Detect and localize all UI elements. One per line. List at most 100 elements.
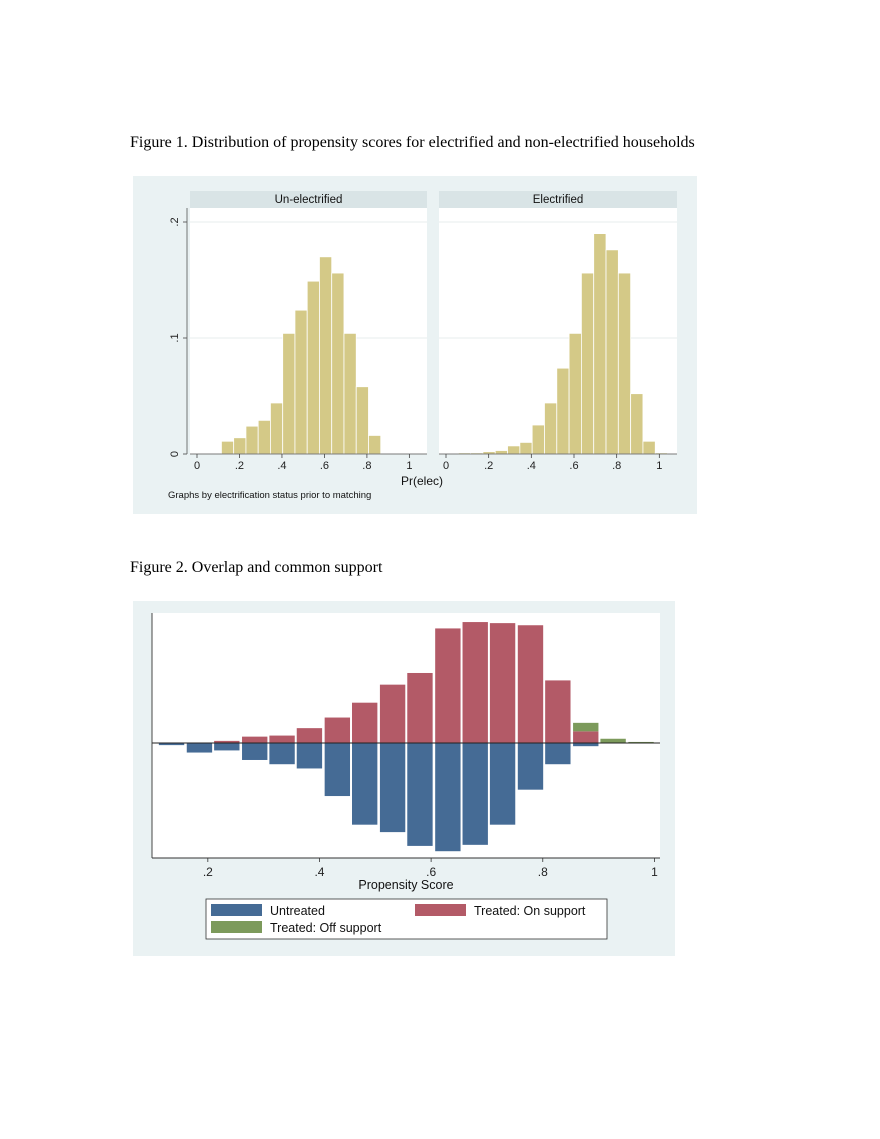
- x-tick-label: .4: [527, 460, 536, 472]
- figure-1-histograms: 0.1.2 Un-electrified 0.2.4.6.8 1 Electrified…: [133, 176, 697, 514]
- x-tick-label: .8: [362, 460, 371, 472]
- bar-untreated: [379, 743, 406, 833]
- x-tick-label: .6: [320, 460, 329, 472]
- y-tick-label: .2: [169, 217, 181, 226]
- histogram-bar: [319, 256, 333, 455]
- x-tick-label: 1: [406, 460, 412, 472]
- bar-treated-on-support: [269, 735, 295, 743]
- bar-treated-on-support: [573, 731, 599, 743]
- histogram-bar: [233, 437, 247, 455]
- bar-treated-off-support: [628, 741, 654, 743]
- bar-untreated: [158, 743, 185, 746]
- legend-box: [205, 898, 608, 940]
- bar-untreated: [214, 743, 240, 751]
- histogram-bar: [294, 309, 308, 455]
- figure-2-caption: Figure 2. Overlap and common support: [130, 559, 383, 576]
- x-axis-label: Pr(elec): [401, 474, 443, 488]
- bar-untreated: [407, 743, 433, 846]
- x-tick-label: .2: [484, 460, 493, 472]
- panel-strip: [190, 191, 427, 208]
- figure-2-overlap: .2 .4 .6 .8 1 Propensity Score Untreated Treate…: [133, 601, 675, 956]
- histogram-bar: [331, 272, 345, 455]
- bar-untreated: [489, 743, 516, 825]
- bar-treated-on-support: [435, 628, 461, 743]
- bar-untreated: [186, 743, 213, 753]
- panel-title: Electrified: [533, 194, 584, 206]
- bar-treated-on-support: [324, 717, 351, 743]
- x-tick-label: .6: [426, 865, 436, 879]
- legend-swatch: [211, 904, 262, 916]
- histogram-bar: [617, 272, 632, 455]
- figure-1-caption: Figure 1. Distribution of propensity sco…: [130, 134, 695, 151]
- histogram-bar: [593, 233, 607, 455]
- histogram-bar: [642, 440, 656, 455]
- bar-untreated: [324, 743, 351, 797]
- x-tick-label: 1: [651, 865, 658, 879]
- bar-treated-on-support: [489, 623, 516, 743]
- histogram-bar: [581, 272, 595, 455]
- bar-treated-off-support: [573, 722, 599, 732]
- histogram-bar: [519, 441, 533, 455]
- histogram-bar: [355, 386, 369, 455]
- x-tick-label: 0: [194, 460, 200, 472]
- bar-untreated: [462, 743, 488, 845]
- histogram-bar: [282, 332, 296, 455]
- x-tick-label: .4: [314, 865, 324, 879]
- legend-label: Treated: On support: [474, 904, 586, 918]
- x-tick-label: .2: [203, 865, 213, 879]
- histogram-bar: [245, 425, 259, 455]
- bar-treated-on-support: [407, 672, 433, 743]
- bar-untreated: [435, 743, 461, 852]
- y-tick-label: 0: [169, 451, 181, 457]
- y-tick-label: .1: [169, 333, 181, 342]
- bar-treated-on-support: [352, 702, 378, 743]
- histogram-bar: [568, 332, 582, 455]
- bar-treated-on-support: [545, 680, 571, 743]
- legend-label: Untreated: [270, 904, 325, 918]
- bar-untreated: [242, 743, 268, 760]
- x-tick-label: 1: [656, 460, 662, 472]
- histogram-bar: [630, 393, 644, 455]
- bar-treated-on-support: [296, 728, 323, 743]
- histogram-bar: [544, 402, 558, 455]
- bar-untreated: [517, 743, 544, 790]
- histogram-bar: [306, 280, 320, 455]
- histogram-bar: [494, 450, 508, 455]
- bar-untreated: [269, 743, 295, 765]
- bar-treated-on-support: [517, 625, 544, 743]
- bar-treated-off-support: [600, 738, 626, 743]
- histogram-bar: [507, 445, 521, 455]
- x-axis-label: Propensity Score: [358, 878, 453, 892]
- x-tick-label: .2: [235, 460, 244, 472]
- bar-treated-on-support: [379, 684, 406, 743]
- bar-untreated: [352, 743, 378, 825]
- histogram-bar: [531, 424, 545, 455]
- histogram-bar: [257, 419, 271, 455]
- histogram-bar: [605, 249, 619, 455]
- graph-note: Graphs by electrification status prior t…: [168, 490, 371, 501]
- bar-treated-on-support: [214, 740, 240, 743]
- x-tick-label: .8: [538, 865, 548, 879]
- x-tick-label: .4: [277, 460, 286, 472]
- x-tick-label: 0: [443, 460, 449, 472]
- legend-swatch: [415, 904, 466, 916]
- x-tick-label: .6: [569, 460, 578, 472]
- x-tick-label: .8: [612, 460, 621, 472]
- panel-un-electrified: Un-electrified 0 .2 .4 .6 .8 1: [190, 191, 427, 472]
- figure-2-chart: .2 .4 .6 .8 1 Propensity Score Untreated Treate…: [133, 601, 675, 956]
- bar-treated-on-support: [242, 736, 268, 743]
- bar-treated-on-support: [462, 622, 488, 743]
- legend: Untreated Treated: On support Treated: Off…: [205, 898, 608, 940]
- panel-electrified: Electrified 0 .2 .4 .6 .8 1: [439, 191, 677, 472]
- histogram-bar: [270, 402, 284, 455]
- panel-strip: [439, 191, 677, 208]
- legend-swatch: [211, 921, 262, 933]
- bar-untreated: [573, 743, 599, 747]
- bar-untreated: [296, 743, 323, 769]
- histogram-bar: [221, 440, 235, 455]
- histogram-bar: [556, 367, 570, 455]
- panel-title: Un-electrified: [275, 194, 343, 206]
- legend-label: Treated: Off support: [270, 921, 382, 935]
- bar-untreated: [545, 743, 571, 765]
